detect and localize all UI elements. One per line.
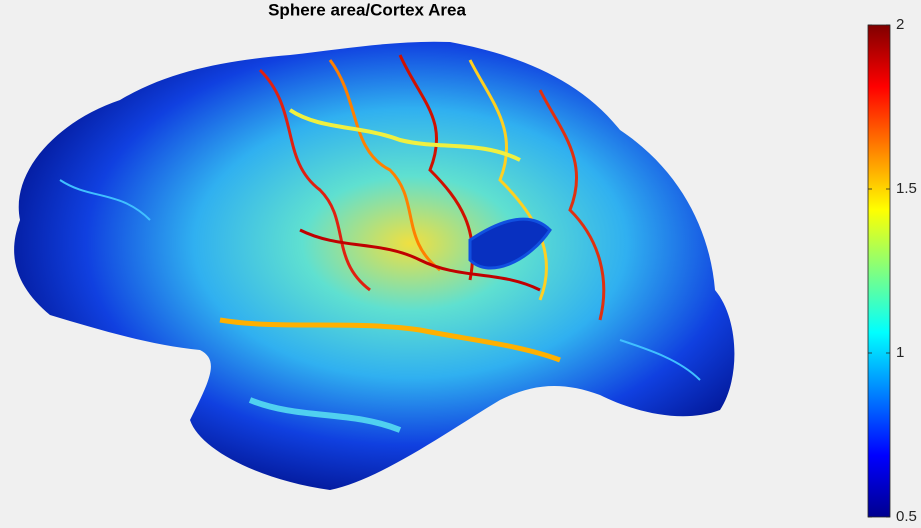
brain — [14, 41, 735, 490]
colorbar-fill — [867, 24, 891, 518]
brain-surface — [14, 41, 735, 490]
colorbar: 0.5 1 1.5 2 — [867, 16, 917, 525]
chart-title: Sphere area/Cortex Area — [268, 0, 466, 19]
colorbar-tick-label: 1.5 — [896, 180, 917, 197]
colorbar-tick-label: 2 — [896, 16, 904, 33]
sulci — [59, 54, 701, 433]
colorbar-tick-label: 1 — [896, 344, 904, 361]
colorbar-tick-label: 0.5 — [896, 508, 917, 525]
